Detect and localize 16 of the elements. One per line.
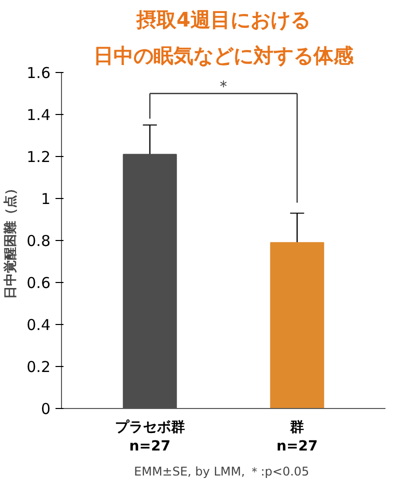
annotation: ＊ bbox=[216, 76, 232, 96]
chart-title: 摂取4週目における bbox=[136, 8, 310, 32]
y-tick-label: 1 bbox=[40, 190, 51, 208]
y-tick-label: 1.6 bbox=[26, 64, 51, 82]
y-tick-label: 1.2 bbox=[26, 148, 51, 166]
y-tick-label: 0 bbox=[40, 400, 51, 418]
text: EMM±SE, by LMM, ＊:p<0.05 bbox=[134, 464, 310, 478]
y-axis-title: 日中覚醒困難（点） bbox=[2, 182, 19, 299]
y-tick-label: 0.2 bbox=[26, 358, 51, 376]
y-tick-label: 0.6 bbox=[26, 274, 51, 292]
y-tick-label: 0.8 bbox=[26, 232, 51, 250]
x-tick-label: プラセボ群 n=27 bbox=[114, 418, 185, 455]
chart-subtitle: 日中の眠気などに対する体感 bbox=[94, 44, 354, 68]
y-tick-label: 1.4 bbox=[26, 106, 51, 124]
x-tick-label: 群 n=27 bbox=[276, 420, 318, 455]
y-tick-label: 0.4 bbox=[26, 316, 51, 334]
